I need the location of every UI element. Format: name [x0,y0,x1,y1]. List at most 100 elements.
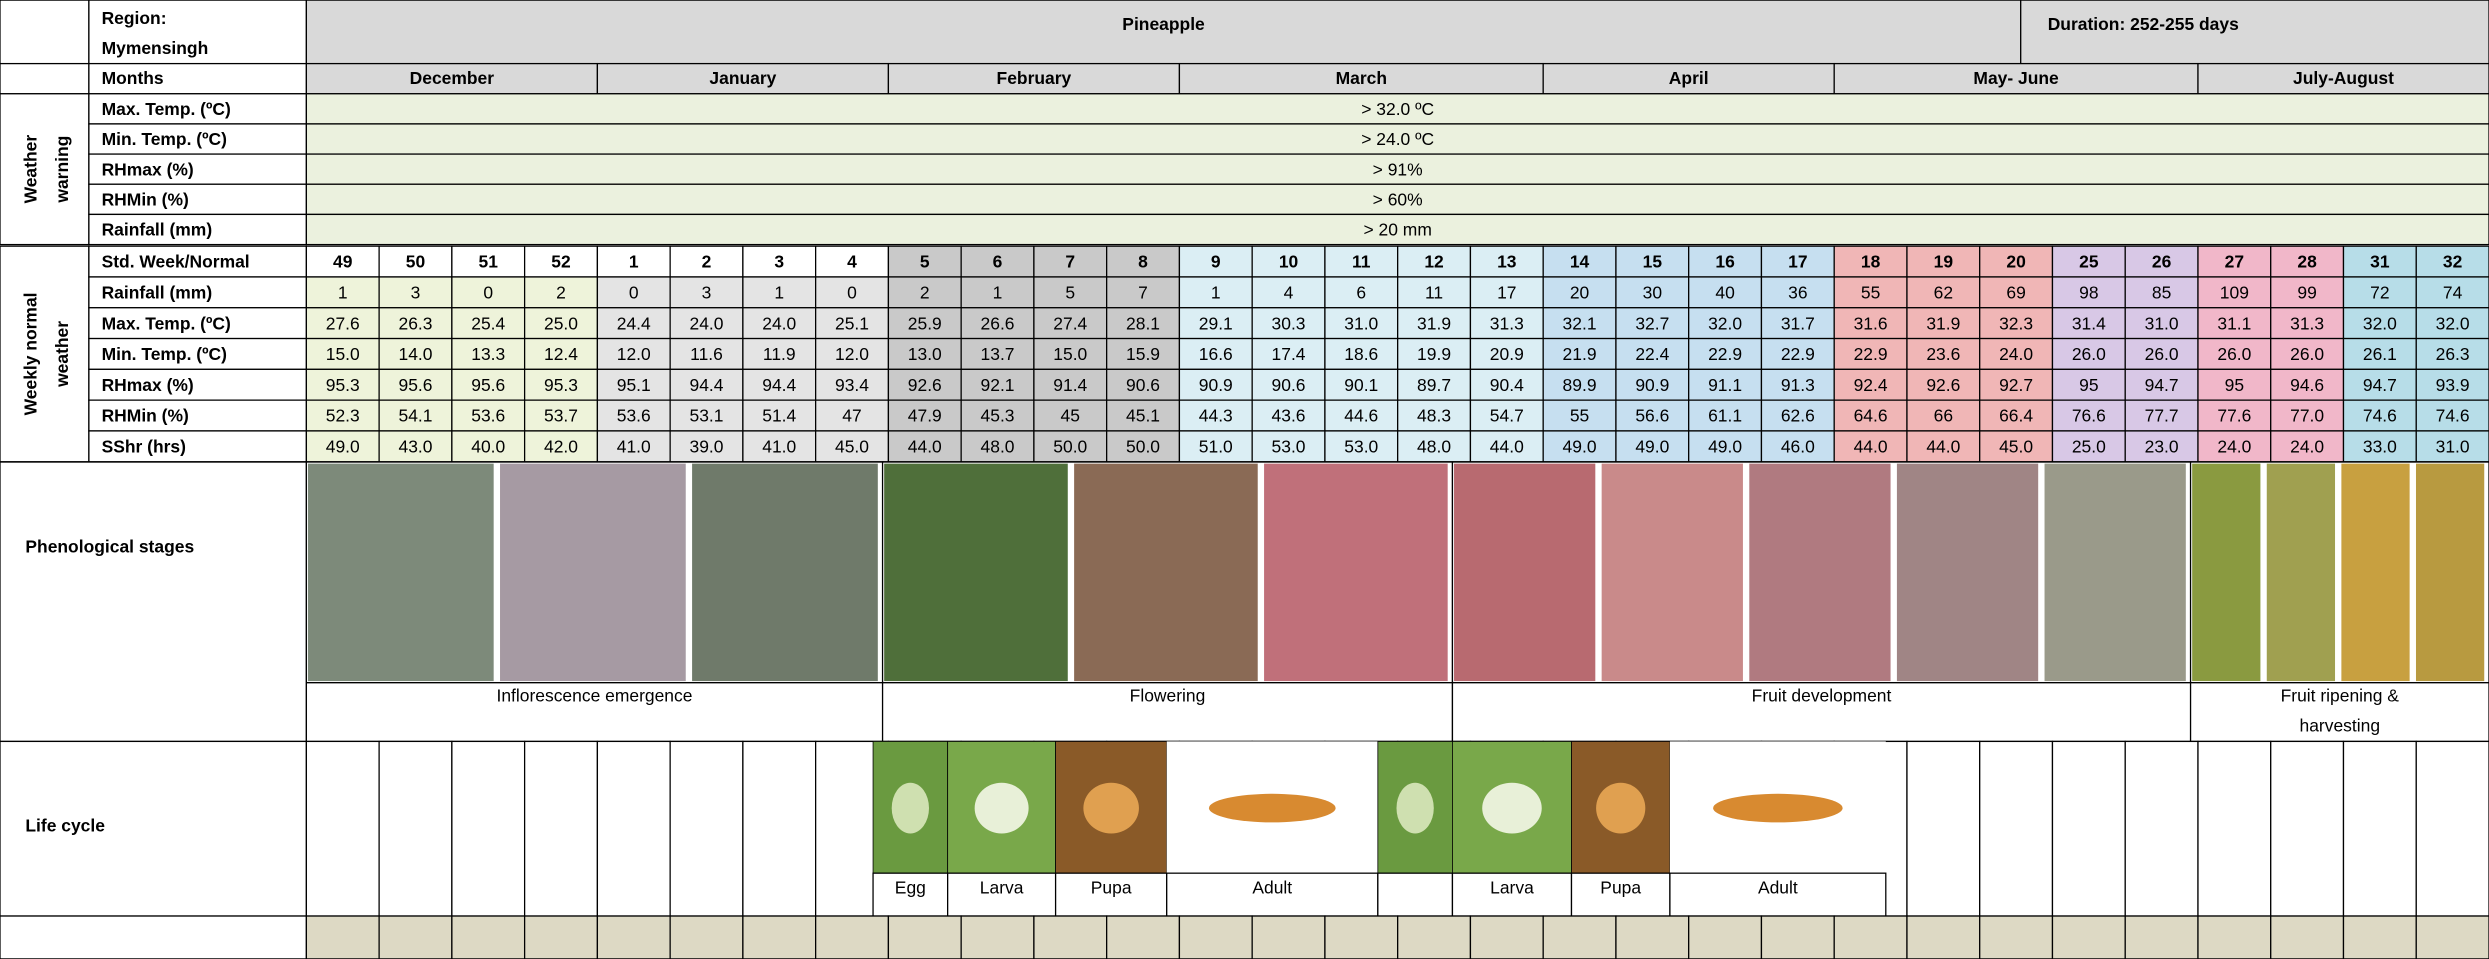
week-cell [1469,430,1544,463]
week-value: 31.7 [1781,313,1815,333]
cell [88,337,307,370]
week-cell [815,307,890,340]
week-number: 9 [1211,252,1221,272]
week-number: 10 [1279,252,1298,272]
cell [88,245,307,278]
week-value: 32.0 [2363,313,2397,333]
week-value: 51.0 [1199,437,1233,457]
week-value: 95 [2079,375,2098,395]
week-value: 54.1 [399,406,433,426]
week-cell [1833,245,1908,278]
week-value: 16.6 [1199,344,1233,364]
week-value: 44.0 [1926,437,1960,457]
row-label: Std. Week/Normal [102,252,250,272]
week-cell [305,276,380,309]
warning-value: > 60% [1373,190,1423,210]
week-cell [1397,399,1472,432]
week-cell [1178,337,1253,370]
section-label: Life cycle [25,816,105,836]
month-label: March [1336,68,1387,88]
week-value: 90.4 [1490,375,1524,395]
crop-title: Pineapple [1122,14,1205,34]
week-value: 44.0 [1490,437,1524,457]
week-value: 85 [2152,283,2171,303]
week-value: 90.6 [1272,375,1306,395]
insect [974,782,1029,834]
week-value: 95.1 [617,375,651,395]
week-value: 90.9 [1635,375,1669,395]
week-value: 89.9 [1563,375,1597,395]
week-value: 77.0 [2290,406,2324,426]
week-cell [1979,307,2054,340]
week-value: 74 [2443,283,2463,303]
week-value: 31.3 [2290,313,2324,333]
life-cell [451,740,526,917]
week-value: 12.0 [617,344,651,364]
stage-label: Fruit development [1752,686,1892,706]
week-value: 31.0 [2145,313,2179,333]
week-value: 27.6 [326,313,360,333]
stage-photo [1454,463,1596,682]
week-value: 26.3 [2436,344,2470,364]
week-value: 92.6 [908,375,942,395]
week-value: 41.0 [617,437,651,457]
life-cell [305,740,380,917]
life-cell [669,740,744,917]
week-value: 94.4 [762,375,796,395]
life-stage-label: Egg [895,878,926,898]
life-label-cell [947,872,1057,917]
group-label: weather [52,321,72,388]
week-number: 6 [993,252,1003,272]
insect [1482,782,1542,834]
week-value: 45.0 [835,437,869,457]
insect [1083,782,1139,834]
week-value: 26.0 [2290,344,2324,364]
week-cell [1033,430,1108,463]
week-cell [451,399,526,432]
week-value: 95 [2225,375,2244,395]
blank-cell [305,915,380,959]
week-cell [742,276,817,309]
row-label: Months [102,68,164,88]
week-cell [2270,399,2345,432]
week-value: 53.6 [617,406,651,426]
week-value: 76.6 [2072,406,2106,426]
warning-cell [305,93,2489,125]
week-value: 20 [1570,283,1590,303]
row-label: Min. Temp. (ºC) [102,129,227,149]
week-cell [2124,399,2199,432]
blank-cell [451,915,526,959]
week-value: 45 [1061,406,1080,426]
blank-cell [2197,915,2272,959]
week-value: 56.6 [1635,406,1669,426]
stage-photo [1896,463,2039,682]
week-cell [1469,245,1544,278]
warning-cell [305,123,2489,155]
cell [88,399,307,432]
week-cell [1324,430,1399,463]
stage-label: Fruit ripening & [2281,686,2400,706]
week-value: 62 [1934,283,1953,303]
week-cell [523,276,599,309]
week-cell [960,245,1035,278]
blank-cell [378,915,453,959]
month-label: May- June [1973,68,2059,88]
week-cell [1033,307,1108,340]
row-label: Rainfall (mm) [102,220,213,240]
week-cell [1469,307,1544,340]
life-cell [378,740,453,917]
week-cell [1760,276,1835,309]
week-value: 28.1 [1126,313,1160,333]
week-value: 50.0 [1053,437,1087,457]
insect [1596,782,1646,834]
cell [88,183,307,216]
life-cell [2415,740,2489,917]
week-value: 31.4 [2072,313,2106,333]
week-cell [451,430,526,463]
week-value: 21.9 [1563,344,1597,364]
week-cell [2342,245,2417,278]
week-value: 72 [2370,283,2389,303]
life-cell [2124,740,2199,917]
month-label: July-August [2293,68,2394,88]
stage-photo [1601,463,1743,682]
